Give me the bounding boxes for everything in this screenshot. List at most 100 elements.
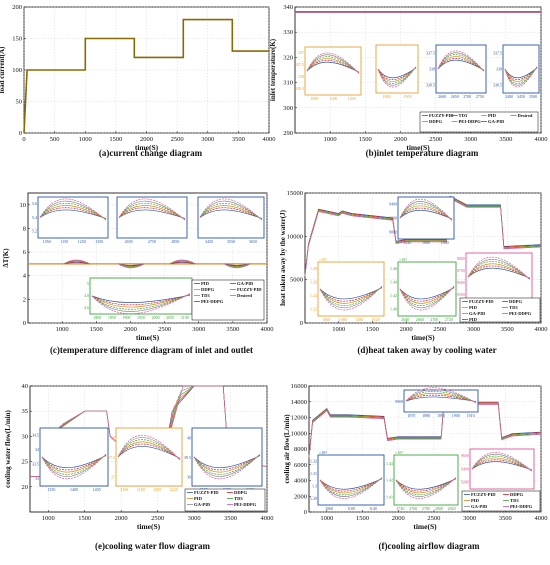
legend-label: PID xyxy=(201,281,210,286)
panel-e-cooling-water-flow: 1000 1500 2000 2500 3000 3500 4000 20 25 30 35 40 ti… xyxy=(4,383,274,551)
zoom-x-tick-label: 1140 xyxy=(369,506,377,511)
y-tick-label: 290 xyxy=(283,130,293,137)
legend-label: FUZZY-PID xyxy=(194,490,219,495)
x-tick-label: 3500 xyxy=(499,136,512,143)
y-axis-label: inlet temperature(K) xyxy=(269,38,277,101)
y-tick-label: 340 xyxy=(283,4,293,11)
y-tick-label: 0 xyxy=(19,130,22,137)
zoom-y-tick-label: 28 xyxy=(111,436,115,441)
legend-label: PEI-DDPG xyxy=(510,504,533,509)
panel-caption: (e)cooling water flow diagram xyxy=(95,541,211,551)
zoom-curve xyxy=(399,205,453,220)
zoom-y-tick-label: 338.5 xyxy=(426,83,435,88)
zoom-curve xyxy=(319,287,383,300)
zoom-curve xyxy=(199,207,263,220)
zoom-curve xyxy=(319,286,383,306)
zoom-x-tick-label: 1120 xyxy=(372,317,380,322)
zoom-curve xyxy=(118,205,186,220)
x-axis-label: time(S) xyxy=(406,143,430,152)
zoom-curve xyxy=(467,267,531,279)
zoom-x-tick-label: 3450 xyxy=(205,239,213,244)
x-tick-label: 4000 xyxy=(535,515,548,522)
zoom-inset: 1800 1850 1900 1950 2000 2050 2100 5 4.8 4.6 xyxy=(84,277,193,320)
y-tick-label: 300 xyxy=(283,105,293,112)
zoom-curve xyxy=(41,454,107,473)
x-tick-label: 3000 xyxy=(192,326,205,333)
zoom-curve xyxy=(395,478,457,490)
x-tick-label: 2000 xyxy=(394,136,407,143)
zoom-curve xyxy=(437,57,485,71)
legend-label: FUZZY-PID xyxy=(237,287,262,292)
zoom-x-tick-label: 3550 xyxy=(227,239,235,244)
zoom-curve xyxy=(193,455,261,468)
zoom-x-tick-label: 2640 xyxy=(401,317,409,322)
x-tick-label: 2000 xyxy=(140,136,153,143)
zoom-inset: 1800 1900 xyxy=(375,44,419,99)
x-tick-label: 1000 xyxy=(42,515,55,522)
zoom-curve xyxy=(399,287,455,300)
zoom-curve xyxy=(118,207,186,220)
y-tick-label: 0 xyxy=(300,320,303,327)
legend-label: PEI-DDPG xyxy=(509,311,532,316)
zoom-x-tick-label: 1870 xyxy=(407,413,415,418)
zoom-y-tick-label: 1.40 xyxy=(390,307,397,312)
legend-label: PID xyxy=(194,496,203,501)
zoom-curve xyxy=(319,478,383,490)
y-axis-label: heat taken away by the water(J) xyxy=(279,209,287,306)
zoom-y-tick-label: 5 xyxy=(87,281,89,286)
zoom-inset-frame xyxy=(465,252,533,302)
zoom-curve xyxy=(471,455,533,472)
legend: FUZZY-PID DDPG PID TD3 GA-PID PEI-DDPG xyxy=(461,490,541,512)
x-tick-label: 1500 xyxy=(356,515,369,522)
zoom-x-tick-label: 1000 xyxy=(310,96,318,101)
zoom-inset-frame xyxy=(469,448,535,490)
zoom-y-tick-label: 9600 xyxy=(461,453,469,458)
zoom-y-tick-label: 5.6 xyxy=(32,201,37,206)
legend: FUZZY-PID TD3 PID Desired DDPG PEI-DDPG GA-PID xyxy=(419,111,539,133)
zoom-x-tick-label: 1350 xyxy=(47,487,55,492)
x-axis-label: time(S) xyxy=(136,333,160,342)
zoom-inset: 2640 2660 2700 2720 1.46 1.44 1.42 1.40 ×10⁴ xyxy=(390,257,457,322)
y-tick-label: 10000 xyxy=(291,430,307,437)
legend-label: FUZZY-PID xyxy=(471,492,496,497)
legend-label: DDPG xyxy=(201,287,214,292)
zoom-x-tick-label: 1910 xyxy=(467,413,475,418)
y-tick-label: 310 xyxy=(283,80,293,87)
x-tick-label: 2500 xyxy=(171,136,184,143)
zoom-x-tick-label: 2740 xyxy=(396,506,404,511)
panel-d-heat-taken: 1000 1500 2000 2500 3000 3500 4000 0 5000 10000 15… xyxy=(279,190,548,355)
zoom-y-tick-label: 27.5 xyxy=(108,455,115,460)
x-tick-label: 3000 xyxy=(188,515,201,522)
y-tick-label: 50 xyxy=(16,99,23,106)
zoom-x-tick-label: 1450 xyxy=(93,487,101,492)
legend-frame xyxy=(459,297,541,323)
legend-label: GA-PID xyxy=(469,311,486,316)
y-axis-label: load current(A) xyxy=(0,46,6,93)
zoom-curve xyxy=(377,66,417,88)
x-tick-label: 4000 xyxy=(261,515,274,522)
panel-caption: (b)inlet temperature diagram xyxy=(366,148,479,158)
zoom-curve xyxy=(437,59,485,71)
legend-label: FUZZY-PID xyxy=(429,113,454,118)
zoom-curve xyxy=(377,67,417,79)
legend-label: FUZZY-PID xyxy=(469,299,494,304)
zoom-curve xyxy=(306,54,360,74)
zoom-x-tick-label: 1800 xyxy=(93,315,101,320)
legend-label: DDPG xyxy=(234,490,247,495)
zoom-curve xyxy=(118,200,186,221)
panel-c-temperature-difference: 1000 1500 2000 2500 3000 3500 4000 0 2 4 6 8 10 time(… xyxy=(2,192,274,355)
zoom-x-tick-label: 1890 xyxy=(437,413,445,418)
legend: FUZZY-PID DDPG PID TD3 GA-PID PEI-DDPG xyxy=(184,488,266,512)
zoom-curve xyxy=(118,198,186,221)
x-axis-label: time(S) xyxy=(135,143,159,152)
x-tick-label: 2000 xyxy=(124,326,137,333)
zoom-x-tick-label: 2750 xyxy=(476,94,484,99)
zoom-curve xyxy=(395,477,457,499)
zoom-y-tick-label: 9400 xyxy=(389,201,397,206)
y-tick-label: 30 xyxy=(22,433,29,440)
y-tick-label: 8 xyxy=(23,225,26,232)
zoom-x-tick-label: 1100 xyxy=(355,317,363,322)
x-tick-label: 4000 xyxy=(535,326,548,333)
y-axis-label: cooling water flow(L/min) xyxy=(4,410,12,488)
zoom-inset-frame xyxy=(317,261,385,317)
